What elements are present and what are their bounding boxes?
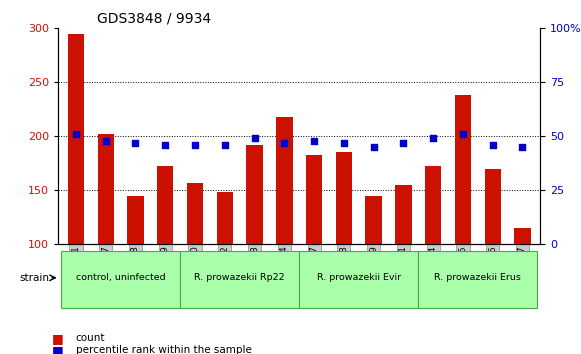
Bar — [306, 155, 322, 244]
Point — [429, 136, 438, 141]
Text: count: count — [76, 333, 105, 343]
Bar — [98, 134, 114, 244]
Point — [160, 142, 170, 148]
FancyBboxPatch shape — [418, 251, 537, 308]
Text: ■: ■ — [52, 344, 64, 354]
Bar — [276, 117, 292, 244]
Text: percentile rank within the sample: percentile rank within the sample — [76, 346, 252, 354]
Point — [101, 138, 110, 143]
Bar — [395, 185, 411, 244]
Text: R. prowazekii Erus: R. prowazekii Erus — [435, 273, 521, 282]
Text: control, uninfected: control, uninfected — [76, 273, 166, 282]
Bar — [455, 95, 471, 244]
Text: R. prowazekii Evir: R. prowazekii Evir — [317, 273, 401, 282]
Point — [399, 140, 408, 145]
Point — [369, 144, 378, 150]
Text: ■: ■ — [52, 332, 64, 344]
Point — [310, 138, 319, 143]
Bar — [157, 166, 174, 244]
Bar — [425, 166, 442, 244]
Point — [71, 131, 81, 137]
Point — [458, 131, 468, 137]
Bar — [365, 195, 382, 244]
Bar — [68, 34, 84, 244]
Point — [191, 142, 200, 148]
Bar — [246, 145, 263, 244]
FancyBboxPatch shape — [180, 251, 299, 308]
Point — [250, 136, 259, 141]
Bar — [187, 183, 203, 244]
Point — [279, 140, 289, 145]
Point — [339, 140, 349, 145]
FancyBboxPatch shape — [61, 251, 180, 308]
Bar — [336, 152, 352, 244]
Point — [488, 142, 497, 148]
Text: R. prowazekii Rp22: R. prowazekii Rp22 — [195, 273, 285, 282]
Bar — [217, 192, 233, 244]
FancyBboxPatch shape — [299, 251, 418, 308]
Bar — [514, 228, 530, 244]
Text: GDS3848 / 9934: GDS3848 / 9934 — [96, 12, 211, 26]
Point — [131, 140, 140, 145]
Text: strain: strain — [19, 273, 49, 283]
Point — [220, 142, 229, 148]
Bar — [127, 195, 144, 244]
Bar — [485, 169, 501, 244]
Point — [518, 144, 527, 150]
